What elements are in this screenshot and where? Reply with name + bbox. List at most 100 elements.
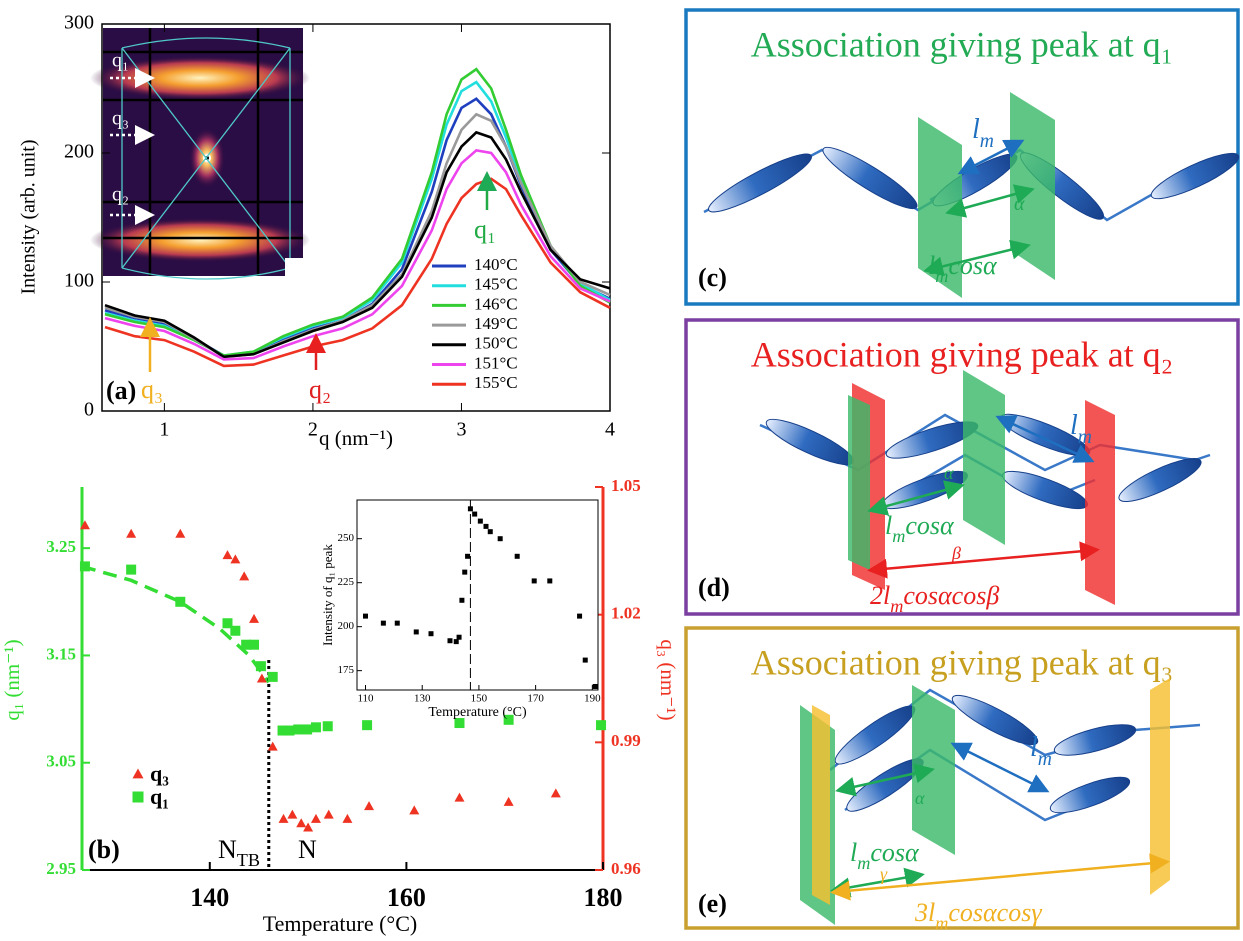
data-point bbox=[447, 638, 452, 643]
data-point bbox=[381, 621, 386, 626]
x-tick-label: 170 bbox=[527, 693, 544, 705]
diagram-label-part: m bbox=[980, 131, 994, 152]
data-point bbox=[465, 554, 470, 559]
x-tick-label: 3 bbox=[456, 419, 466, 441]
fit-line bbox=[82, 566, 269, 682]
y2-tick-label: 1.02 bbox=[611, 604, 641, 623]
data-point bbox=[126, 565, 136, 575]
diagram-label-part: γ bbox=[880, 864, 888, 884]
y-tick-label: 250 bbox=[338, 532, 355, 544]
legend-swatch bbox=[133, 792, 144, 803]
inset-label: q₂ bbox=[112, 184, 129, 206]
inset-label: q₁ bbox=[112, 50, 129, 72]
molecule bbox=[818, 140, 923, 217]
annotation: q₁ bbox=[474, 215, 496, 244]
diagram-label-part: cosα bbox=[905, 511, 955, 540]
data-point bbox=[296, 818, 306, 827]
x-tick-label: 150 bbox=[471, 693, 488, 705]
legend-label: q₁ bbox=[150, 784, 169, 809]
molecule bbox=[704, 146, 817, 220]
plane bbox=[912, 685, 955, 855]
data-point bbox=[287, 810, 297, 819]
diagram-label: lmcosα bbox=[885, 511, 955, 546]
diagram-label-part: α bbox=[915, 788, 925, 808]
diagram-label-part: m bbox=[857, 853, 870, 873]
diagram-label-part: cosα bbox=[948, 251, 998, 280]
y-axis-label: q₁ (nm⁻¹) bbox=[0, 639, 24, 720]
y-tick-label: 200 bbox=[64, 141, 94, 163]
annotation: N bbox=[298, 835, 317, 864]
plane bbox=[963, 370, 1005, 545]
figure: 12340100200300q (nm⁻¹)Intensity (arb. un… bbox=[0, 0, 1243, 941]
molecule bbox=[1047, 770, 1133, 819]
data-point bbox=[364, 801, 374, 810]
diagram-label: α bbox=[1014, 193, 1025, 215]
x-tick-label: 4 bbox=[605, 419, 615, 441]
data-point bbox=[284, 726, 294, 736]
x-tick-label: 160 bbox=[387, 883, 426, 912]
data-point bbox=[324, 810, 334, 819]
data-point bbox=[498, 536, 503, 541]
data-point bbox=[279, 814, 289, 823]
diagram-label-part: cosαcosβ bbox=[903, 581, 999, 610]
annotation: q₂ bbox=[309, 375, 331, 404]
y2-tick-label: 0.99 bbox=[611, 731, 641, 750]
diagram-label-part: 3l bbox=[914, 898, 935, 927]
y-axis-label: Intensity of q₁ peak bbox=[320, 544, 335, 646]
data-point bbox=[429, 631, 434, 636]
legend-label: 146°C bbox=[474, 294, 518, 313]
data-point bbox=[414, 629, 419, 634]
x-tick-label: 110 bbox=[357, 693, 374, 705]
molecule bbox=[879, 464, 971, 515]
x-axis-label: Temperature (°C) bbox=[263, 911, 417, 936]
data-point bbox=[484, 524, 489, 529]
data-point bbox=[249, 614, 259, 623]
plane bbox=[812, 705, 830, 905]
data-point bbox=[551, 788, 561, 797]
data-point bbox=[80, 561, 90, 571]
molecule bbox=[829, 698, 920, 771]
molecule bbox=[1052, 719, 1139, 762]
diagram-label-part: α bbox=[944, 463, 954, 483]
panel-label: (c) bbox=[698, 263, 727, 292]
data-point bbox=[256, 661, 266, 671]
plane bbox=[1010, 92, 1055, 280]
data-point bbox=[457, 635, 462, 640]
diagram-label-part: cosα bbox=[870, 838, 920, 867]
annotation: (b) bbox=[88, 835, 120, 864]
data-point bbox=[459, 598, 464, 603]
x-axis-label: Temperature (°C) bbox=[428, 705, 527, 720]
data-point bbox=[593, 684, 598, 689]
data-point bbox=[230, 626, 240, 636]
data-point bbox=[504, 797, 514, 806]
y-tick-label: 3.15 bbox=[46, 644, 76, 663]
panel-title: Association giving peak at q₃ bbox=[751, 642, 1173, 682]
molecule bbox=[947, 688, 1042, 752]
x-tick-label: 180 bbox=[584, 883, 623, 912]
data-point bbox=[596, 720, 606, 730]
data-point bbox=[547, 578, 552, 583]
legend-label: 151°C bbox=[474, 353, 518, 372]
diagram-label-part: m bbox=[890, 596, 903, 616]
inset-frame bbox=[357, 500, 598, 690]
y-tick-label: 200 bbox=[338, 620, 355, 632]
y-tick-label: 225 bbox=[338, 576, 355, 588]
x-tick-label: 190 bbox=[584, 693, 601, 705]
data-point bbox=[488, 529, 493, 534]
y-tick-label: 3.25 bbox=[46, 537, 76, 556]
diagram-label: lm bbox=[972, 114, 994, 152]
molecule bbox=[999, 464, 1091, 515]
arrow bbox=[872, 550, 1095, 570]
legend-label: q₃ bbox=[150, 761, 169, 786]
diagram-label-part: cosαcosγ bbox=[948, 898, 1042, 927]
diagram-label-part: l bbox=[885, 511, 892, 540]
y-tick-label: 2.95 bbox=[46, 859, 76, 878]
data-point bbox=[175, 597, 185, 607]
x-tick-label: 130 bbox=[414, 693, 431, 705]
data-point bbox=[583, 658, 588, 663]
legend-label: 155°C bbox=[474, 373, 518, 392]
data-point bbox=[311, 722, 321, 732]
data-point bbox=[409, 805, 419, 814]
data-point bbox=[515, 554, 520, 559]
y-axis-label: Intensity (arb. unit) bbox=[18, 140, 40, 295]
